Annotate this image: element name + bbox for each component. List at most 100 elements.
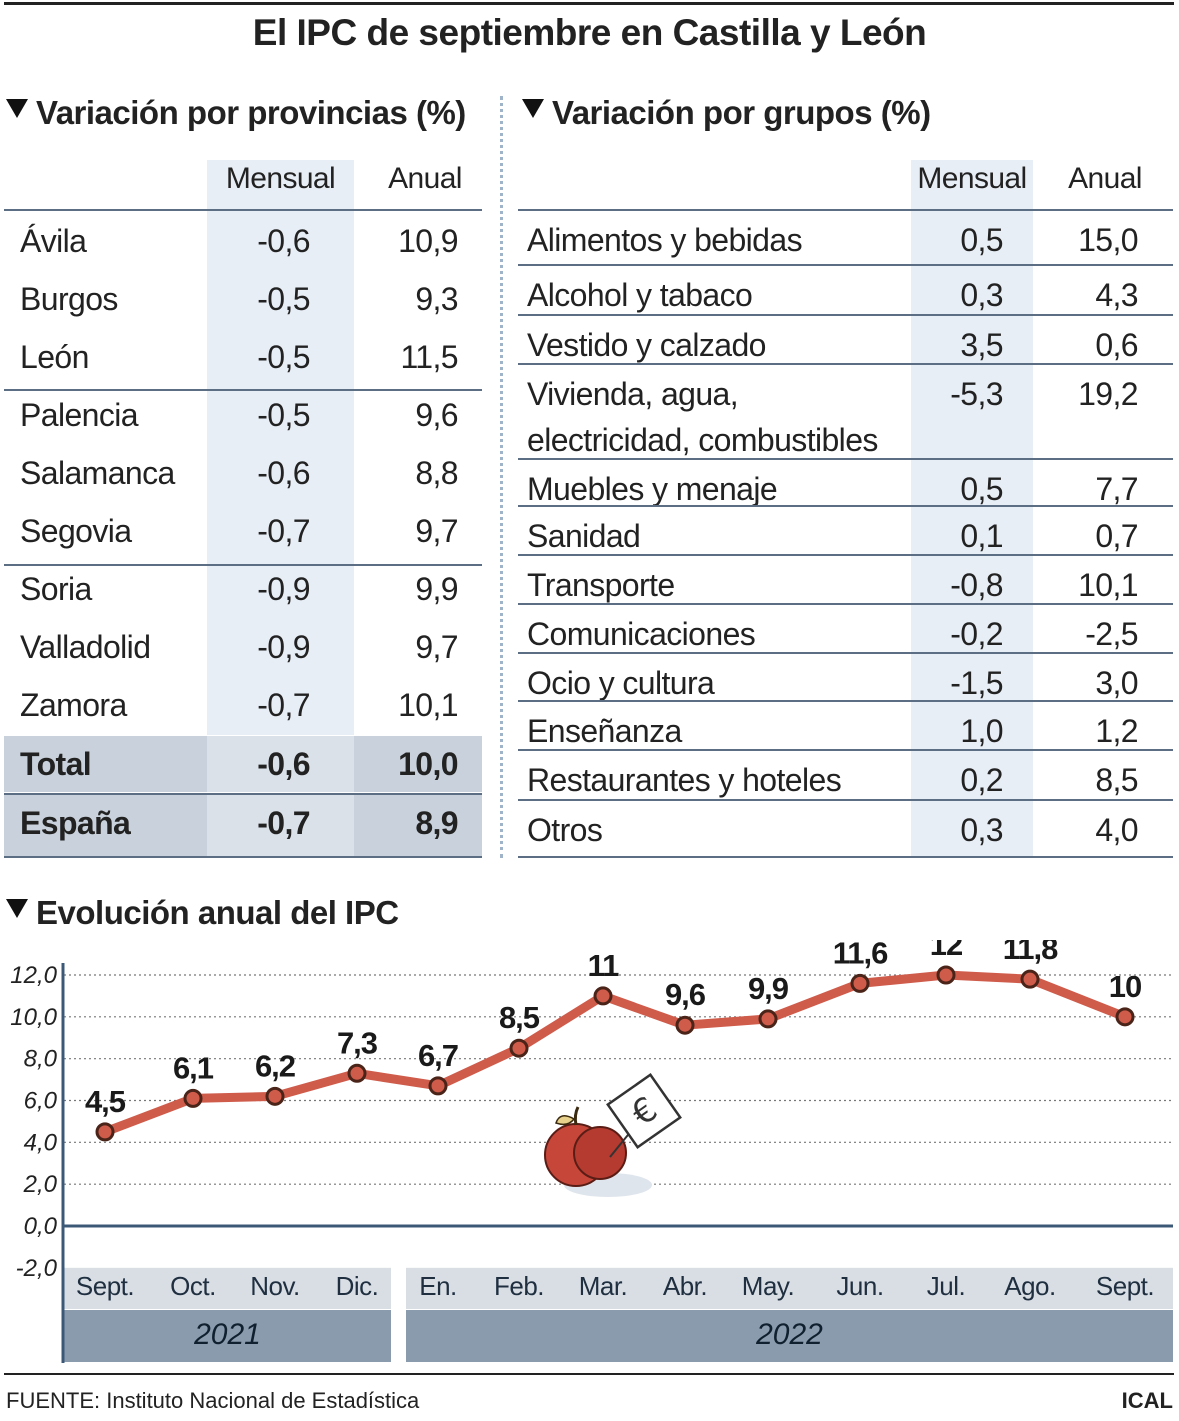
triangle-down-icon [6, 899, 28, 918]
section-divider [500, 96, 503, 858]
data-label: 9,9 [748, 971, 789, 1006]
data-point [675, 1015, 695, 1035]
group-annual: 10,1 [1078, 567, 1138, 603]
row-rule [518, 652, 1173, 654]
data-label: 10 [1109, 969, 1141, 1004]
spain-monthly: -0,7 [257, 805, 310, 841]
province-name: León [20, 339, 89, 375]
province-monthly: -0,6 [257, 455, 310, 491]
province-annual: 9,7 [415, 629, 458, 665]
data-point [347, 1063, 367, 1083]
top-rule [4, 2, 1174, 5]
price-tag-icon [606, 1073, 682, 1149]
group-monthly: -0,2 [950, 616, 1003, 652]
group-monthly: 0,3 [960, 277, 1003, 313]
group-monthly: -1,5 [950, 665, 1003, 701]
data-point [183, 1088, 203, 1108]
group-name: Vestido y calzado [527, 327, 766, 363]
group-annual: 19,2 [1078, 376, 1138, 412]
data-label: 4,5 [85, 1084, 126, 1119]
row-rule [518, 363, 1173, 365]
data-label: 6,7 [418, 1038, 458, 1073]
groups-title-text: Variación por grupos (%) [552, 94, 931, 131]
group-monthly: -0,8 [950, 567, 1003, 603]
group-name: Transporte [527, 567, 675, 603]
chart-title-text: Evolución anual del IPC [36, 894, 399, 931]
group-monthly: 0,5 [960, 471, 1003, 507]
group-monthly: 0,3 [960, 812, 1003, 848]
data-point [1115, 1007, 1135, 1027]
row-rule [518, 314, 1173, 316]
x-tick-label: Dic. [336, 1271, 379, 1301]
y-tick-label: 12,0 [10, 962, 57, 989]
x-tick-label: Ago. [1004, 1271, 1056, 1301]
row-rule [518, 554, 1173, 556]
data-label: 8,5 [499, 1000, 540, 1035]
province-annual: 10,9 [398, 223, 458, 259]
group-name: Muebles y menaje [527, 471, 778, 507]
data-label: 11,6 [833, 940, 888, 970]
data-label: 11 [588, 948, 620, 983]
x-tick-label: Sept. [1096, 1271, 1154, 1301]
x-tick-label: Sept. [76, 1271, 134, 1301]
bottom-rule [4, 1373, 1174, 1375]
data-point [758, 1009, 778, 1029]
x-tick-label: Mar. [579, 1271, 628, 1301]
row-rule [518, 505, 1173, 507]
x-tick-label: Feb. [494, 1271, 544, 1301]
y-tick-label: -2,0 [16, 1255, 58, 1282]
province-annual: 11,5 [400, 339, 458, 375]
group-rule [4, 389, 482, 391]
data-label: 11,8 [1003, 940, 1058, 966]
group-monthly: 0,1 [960, 518, 1003, 554]
apple-icon-lobe [573, 1126, 627, 1180]
province-name: Zamora [20, 687, 127, 723]
x-tick-label: Nov. [250, 1271, 300, 1301]
group-name-line2: electricidad, combustibles [527, 422, 878, 458]
col-header-monthly: Mensual [225, 162, 336, 195]
province-name: Segovia [20, 513, 132, 549]
y-tick-label: 2,0 [23, 1171, 58, 1198]
x-tick-label: May. [742, 1271, 794, 1301]
group-name: Alcohol y tabaco [527, 277, 753, 313]
group-monthly: 3,5 [960, 327, 1003, 363]
ipc-line-chart: 12,010,08,06,04,02,00,0-2,0€4,56,1 6,27,3… [10, 940, 1173, 1363]
data-point [850, 973, 870, 993]
group-name: Sanidad [527, 518, 641, 554]
data-point [593, 986, 613, 1006]
data-label: 6,2 [255, 1048, 295, 1083]
row-rule [518, 856, 1173, 858]
province-annual: 8,8 [415, 455, 458, 491]
group-annual: 4,0 [1095, 812, 1138, 848]
row-rule [518, 603, 1173, 605]
province-annual: 9,9 [415, 571, 458, 607]
year-label: 2021 [193, 1318, 261, 1351]
apple-stem [573, 1106, 580, 1126]
province-annual: 9,6 [415, 397, 458, 433]
y-tick-label: 10,0 [10, 1004, 57, 1031]
province-name: Ávila [20, 223, 87, 259]
group-monthly: 0,2 [960, 762, 1003, 798]
group-name: Enseñanza [527, 713, 682, 749]
row-rule [518, 749, 1173, 751]
y-tick-label: 4,0 [24, 1129, 58, 1156]
group-annual: 4,3 [1095, 277, 1138, 313]
credit-label: ICAL [1121, 1388, 1173, 1413]
province-monthly: -0,9 [257, 571, 310, 607]
data-label: 7,3 [337, 1025, 378, 1060]
total-rule [4, 793, 482, 795]
province-monthly: -0,7 [257, 513, 310, 549]
province-name: Salamanca [20, 455, 175, 491]
header-rule [518, 209, 1173, 211]
group-annual: 15,0 [1078, 222, 1138, 258]
group-name: Otros [527, 812, 603, 848]
spain-name: España [20, 805, 131, 841]
province-annual: 10,1 [398, 687, 458, 723]
x-tick-label: Oct. [170, 1271, 216, 1301]
group-annual: 7,7 [1095, 471, 1138, 507]
y-tick-label: 0,0 [24, 1213, 58, 1240]
group-annual: -2,5 [1085, 616, 1138, 652]
total-monthly: -0,6 [257, 746, 310, 782]
apple-leaf [555, 1115, 576, 1126]
provinces-title-text: Variación por provincias (%) [36, 94, 466, 131]
